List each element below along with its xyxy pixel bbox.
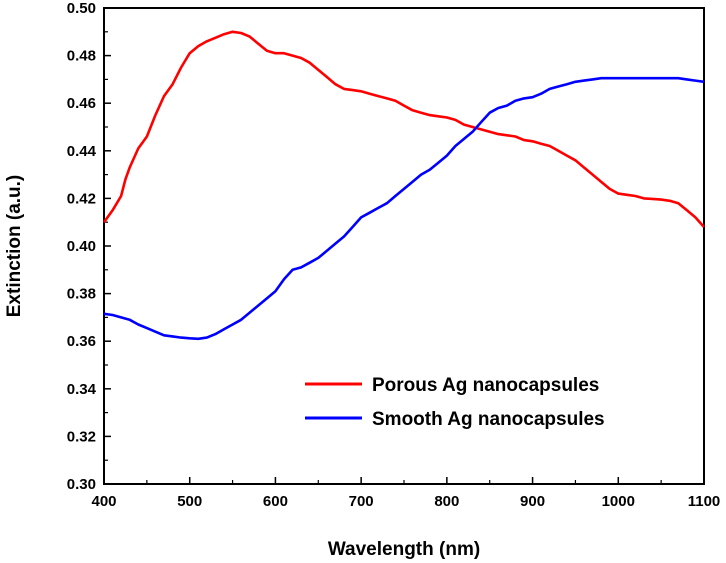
y-tick-label: 0.40 [67, 238, 96, 255]
y-tick-label: 0.44 [67, 143, 97, 160]
x-tick-label: 600 [263, 493, 288, 510]
y-axis-title: Extinction (a.u.) [4, 175, 25, 318]
series-layer [102, 30, 705, 341]
x-tick-label: 800 [434, 493, 459, 510]
x-axis-title: Wavelength (nm) [328, 539, 480, 560]
x-axis-ticks: 400 500 600 700 800 900 1000 1100 [91, 477, 720, 510]
y-tick-label: 0.34 [67, 381, 97, 398]
legend-label-porous: Porous Ag nanocapsules [372, 375, 599, 396]
y-tick-label: 0.32 [67, 428, 96, 445]
y-tick-label: 0.46 [67, 95, 96, 112]
x-tick-label: 500 [177, 493, 202, 510]
y-axis-ticks: 0.30 0.32 0.34 0.36 0.38 0.40 0.42 0.44 0.46 0.48… [67, 0, 111, 493]
y-tick-label: 0.42 [67, 190, 96, 207]
x-tick-label: 900 [520, 493, 545, 510]
x-tick-label: 700 [349, 493, 374, 510]
legend-label-smooth: Smooth Ag nanocapsules [372, 409, 605, 430]
y-tick-label: 0.36 [67, 333, 96, 350]
series-line-porous [102, 30, 705, 228]
legend: Porous Ag nanocapsules Smooth Ag nanocap… [305, 375, 605, 430]
x-tick-label: 1000 [602, 493, 635, 510]
y-tick-label: 0.30 [67, 476, 96, 493]
x-tick-label: 1100 [688, 493, 721, 510]
y-tick-label: 0.48 [67, 48, 96, 65]
y-tick-label: 0.50 [67, 0, 96, 17]
y-tick-label: 0.38 [67, 286, 96, 303]
series-line-smooth [103, 76, 705, 341]
x-tick-label: 400 [91, 493, 116, 510]
